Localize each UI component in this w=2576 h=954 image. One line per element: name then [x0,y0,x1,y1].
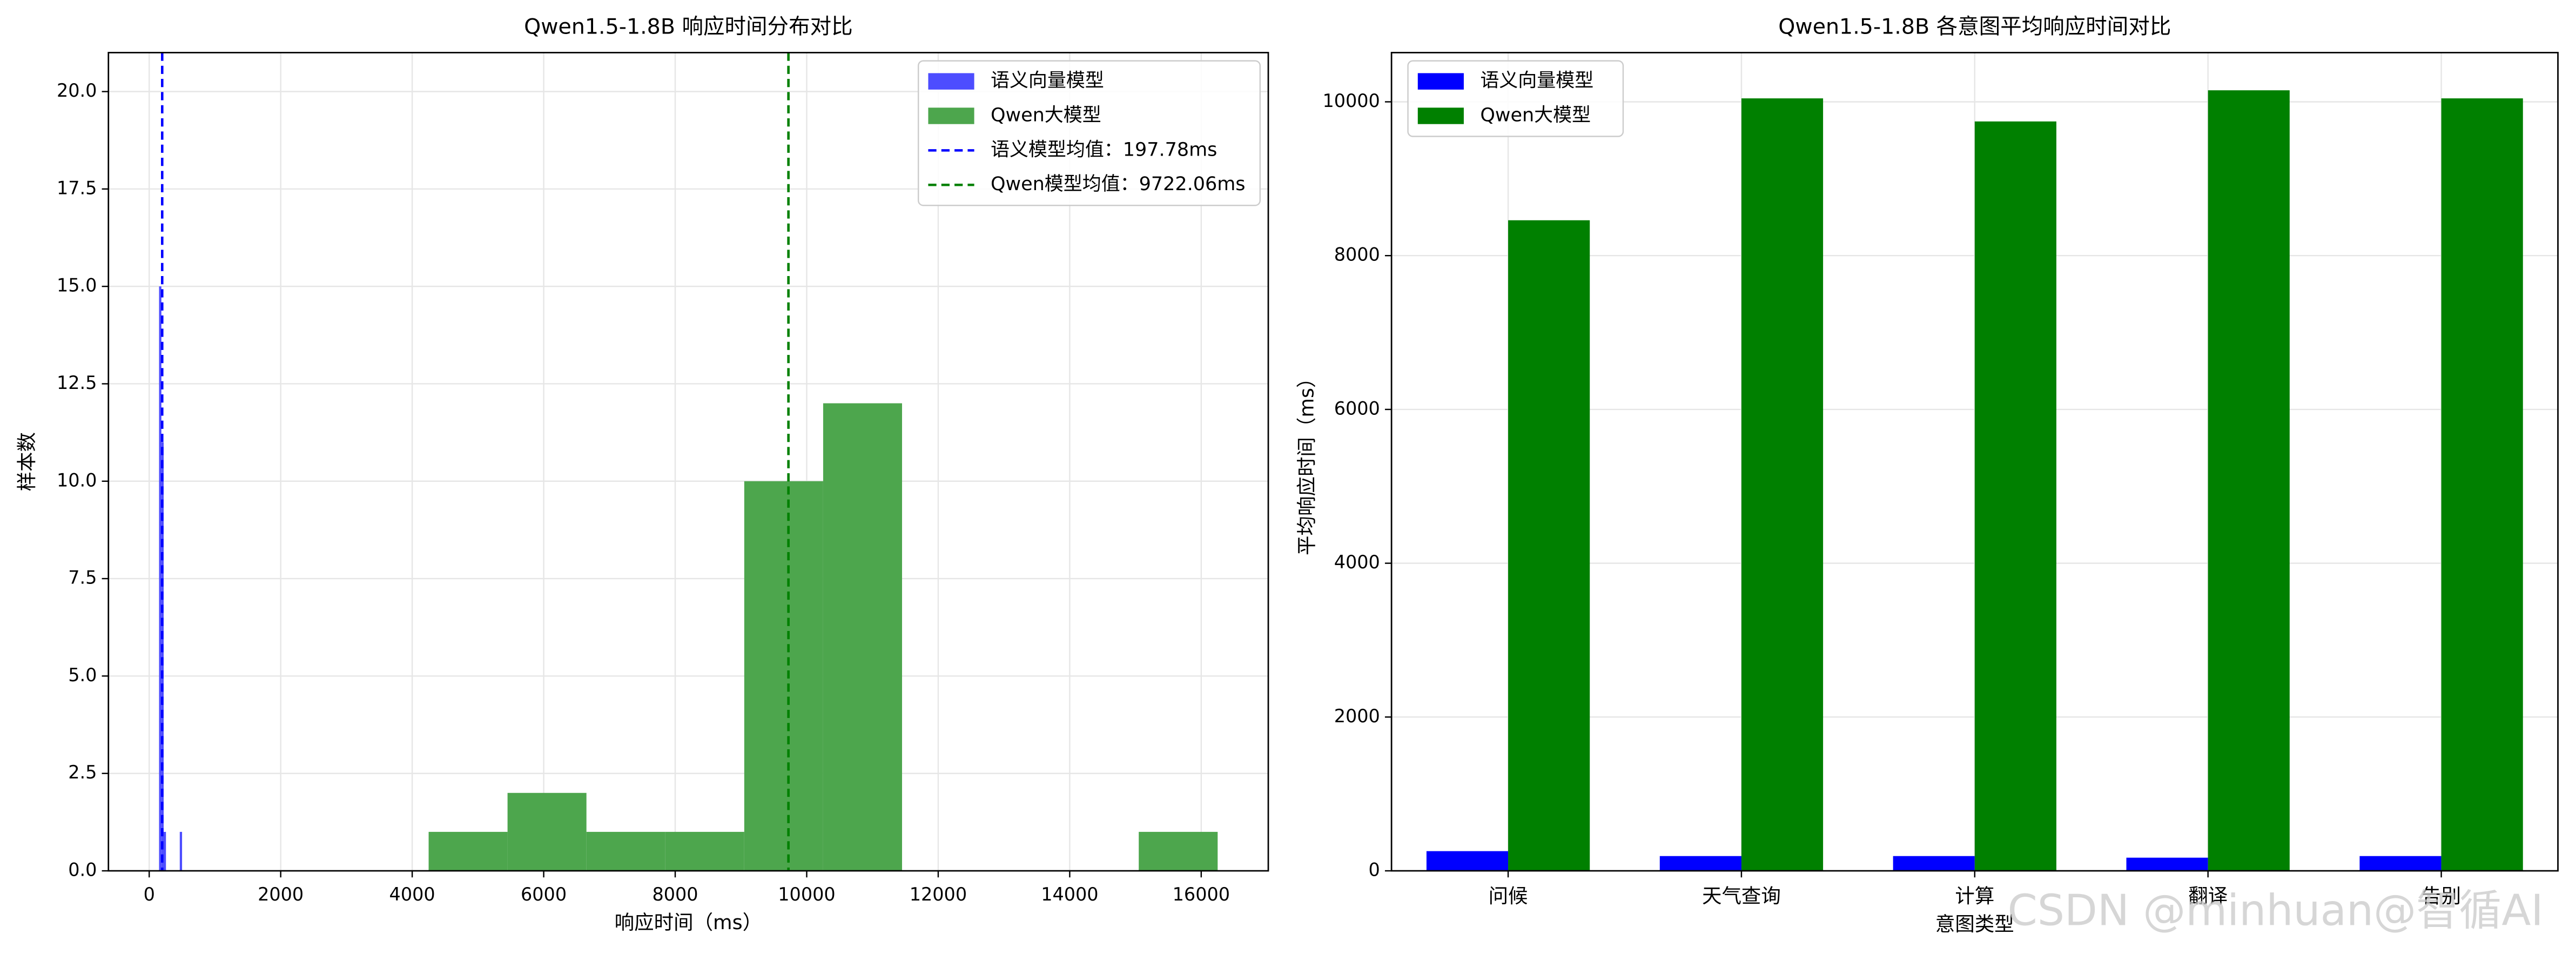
legend: 语义向量模型 Qwen大模型 [1407,60,1624,137]
histogram-bar [507,792,587,871]
legend-label: 语义模型均值：197.78ms [991,139,1217,160]
legend-swatch [1417,73,1464,90]
y-tick-label: 17.5 [57,177,97,198]
x-tick-label: 4000 [389,884,435,905]
bar [2359,856,2442,871]
y-tick-label: 0 [1369,859,1380,881]
x-tick-label: 12000 [910,884,967,905]
y-axis-label: 样本数 [15,432,38,491]
legend-swatch [928,73,974,90]
bar [1893,856,1975,871]
x-tick-label: 8000 [652,884,698,905]
histogram-bar [428,831,508,871]
bar [1426,851,1509,871]
y-tick-label: 8000 [1334,244,1380,265]
x-tick-label: 10000 [778,884,835,905]
y-axis-label: 平均响应时间（ms） [1295,368,1318,555]
histogram-bar [586,831,665,871]
y-tick-label: 4000 [1334,552,1380,573]
y-tick-label: 12.5 [57,372,97,393]
y-tick-label: 20.0 [57,80,97,101]
bar [1508,220,1590,871]
x-tick-label: 6000 [521,884,567,905]
y-tick-label: 10000 [1322,90,1380,111]
legend-swatch [1417,108,1464,124]
chart-title: Qwen1.5-1.8B 响应时间分布对比 [524,14,853,39]
histogram-bar [163,831,166,871]
x-tick-label: 问候 [1489,884,1528,908]
bar [1974,121,2056,871]
x-tick-label: 16000 [1173,884,1230,905]
x-tick-label: 2000 [258,884,304,905]
histogram-bar [179,831,183,871]
legend-label: 语义向量模型 [991,70,1104,92]
x-tick-label: 翻译 [2188,884,2228,908]
axes-frame [107,52,1269,872]
y-tick-label: 2.5 [68,762,97,783]
x-axis-label: 响应时间（ms） [615,911,762,934]
x-tick-label: 14000 [1041,884,1098,905]
bar [2441,98,2523,871]
watermark: CSDN @minhuan@智循AI [2008,886,2544,936]
histogram-bar [161,442,164,871]
x-tick-label: 天气查询 [1702,884,1781,908]
legend-label: Qwen大模型 [1480,104,1591,126]
histogram-bar [665,831,744,871]
plot-area [1426,90,2523,871]
histogram-bar [823,403,902,871]
legend-swatch [928,108,974,124]
chart-title: Qwen1.5-1.8B 各意图平均响应时间对比 [1778,14,2171,39]
histogram-bar [159,286,162,871]
bar [1659,856,1741,871]
x-axis-label: 意图类型 [1935,912,2014,936]
y-tick-label: 2000 [1334,706,1380,727]
histogram-bar [1139,831,1218,871]
y-tick-label: 7.5 [68,567,97,588]
y-tick-label: 15.0 [57,275,97,296]
y-tick-label: 5.0 [68,664,97,686]
y-tick-label: 6000 [1334,398,1380,419]
bar [2208,90,2290,871]
legend-frame [917,60,1261,206]
x-tick-label: 0 [144,884,155,905]
histogram-bar [744,481,823,871]
x-tick-label: 计算 [1955,884,1994,908]
x-tick-label: 告别 [2422,884,2461,908]
bar [1741,98,1824,871]
legend-label: 语义向量模型 [1480,70,1593,92]
axes-frame [1390,52,2559,872]
legend-label: Qwen大模型 [991,104,1101,126]
y-tick-label: 10.0 [57,469,97,491]
bar [2126,857,2208,871]
y-tick-label: 0.0 [68,859,97,881]
legend-label: Qwen模型均值：9722.06ms [991,173,1246,195]
plot-area [159,52,1218,871]
